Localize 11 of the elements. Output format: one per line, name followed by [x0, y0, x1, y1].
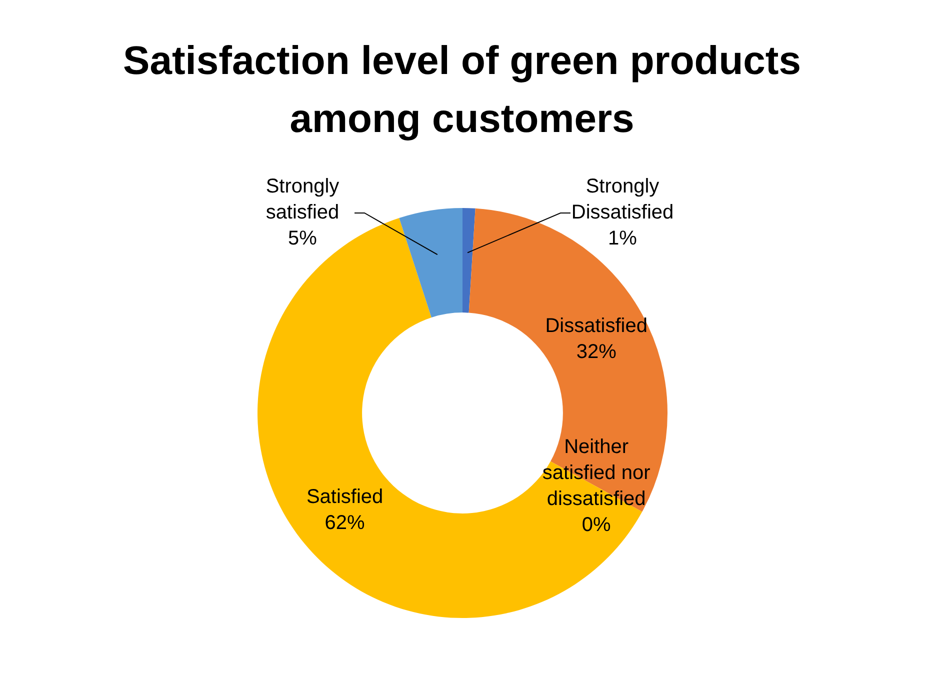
chart-title: Satisfaction level of green products among customers [122, 38, 802, 143]
data-label: 32% [576, 340, 617, 363]
data-label: 5% [288, 228, 318, 250]
category-label: Neither satisfied nor dissatisfied [542, 436, 650, 510]
data-label: 1% [608, 228, 638, 250]
data-label: 62% [324, 512, 366, 534]
slice-label: Dissatisfied [545, 314, 648, 337]
text: 0% [582, 514, 611, 536]
slice-label: Strongly Dissatisfied [571, 176, 674, 224]
slice-label: Satisfied [306, 486, 384, 508]
slice-label: Strongly satisfied [266, 176, 340, 224]
